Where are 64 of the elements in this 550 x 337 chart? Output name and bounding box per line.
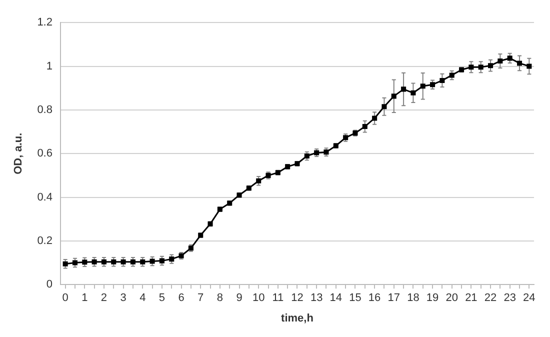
- y-tick-label: 1.2: [37, 16, 52, 29]
- point: [62, 261, 68, 266]
- point: [430, 82, 436, 88]
- point: [391, 94, 396, 99]
- x-tick-label: 7: [198, 292, 204, 304]
- x-tick-label: 6: [178, 292, 184, 304]
- x-tick-label: 14: [330, 292, 342, 304]
- x-tick-label: 17: [388, 292, 400, 304]
- x-tick-label: 22: [484, 292, 497, 304]
- point: [526, 64, 532, 69]
- x-tick-label: 23: [504, 292, 516, 304]
- point: [256, 178, 262, 184]
- x-tick-label: 18: [407, 292, 420, 304]
- point: [92, 259, 97, 264]
- point: [410, 90, 416, 96]
- point: [449, 72, 454, 78]
- x-tick-label: 21: [465, 292, 478, 304]
- x-tick-label: 9: [236, 292, 242, 304]
- x-tick-label: 13: [310, 292, 323, 304]
- point: [498, 58, 503, 64]
- y-tick-label: 1: [46, 60, 52, 72]
- point: [420, 84, 426, 89]
- x-tick-label: 15: [349, 292, 362, 304]
- x-tick-label: 11: [272, 292, 284, 304]
- point: [468, 64, 474, 70]
- x-tick-label: 19: [426, 292, 439, 304]
- point: [101, 259, 106, 264]
- y-tick-label: 0.4: [37, 191, 52, 204]
- y-tick-label: 0.2: [37, 234, 52, 247]
- point: [478, 64, 484, 70]
- y-tick-label: 0: [46, 278, 52, 291]
- point: [82, 260, 88, 265]
- x-tick-label: 2: [100, 292, 108, 304]
- point: [507, 56, 512, 61]
- point: [516, 60, 522, 66]
- x-tick-label: 12: [291, 292, 304, 304]
- x-tick-label: 5: [158, 292, 166, 304]
- y-tick-label: 0.8: [37, 104, 52, 116]
- x-tick-label: 24: [523, 292, 536, 304]
- y-tick-label: 0.6: [37, 148, 52, 160]
- x-tick-label: 4: [140, 292, 146, 304]
- x-axis-title: time,h: [281, 312, 314, 324]
- y-axis-title: OD, a.u.: [12, 132, 25, 174]
- point: [140, 259, 146, 264]
- point: [362, 124, 368, 130]
- point: [130, 259, 136, 264]
- x-tick-label: 3: [120, 292, 126, 304]
- x-tick-label: 16: [368, 292, 381, 304]
- point: [401, 86, 406, 92]
- x-tick-label: 8: [216, 292, 223, 304]
- x-tick-label: 20: [446, 292, 458, 304]
- point: [488, 63, 494, 68]
- point: [169, 256, 174, 262]
- x-tick-label: 10: [252, 292, 265, 304]
- point: [111, 259, 116, 264]
- point: [372, 116, 378, 121]
- point: [159, 258, 164, 264]
- x-tick-label: 0: [62, 292, 68, 304]
- point: [150, 258, 155, 264]
- point: [120, 259, 126, 264]
- point: [72, 260, 78, 266]
- point: [440, 78, 445, 83]
- point: [382, 104, 387, 110]
- x-tick-label: 1: [82, 292, 88, 304]
